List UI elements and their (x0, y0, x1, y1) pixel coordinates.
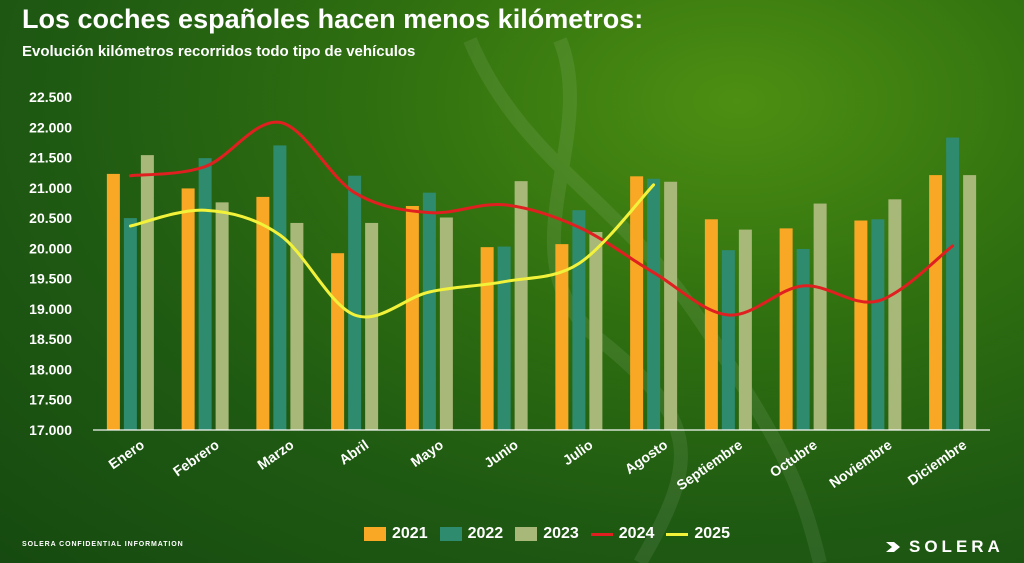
line-2025 (128, 183, 656, 319)
bar-2023-marzo (290, 222, 304, 430)
y-tick-label: 17.500 (29, 392, 72, 408)
bar-2021-agosto (630, 176, 644, 430)
x-tick-label: Marzo (254, 436, 296, 472)
bar-2022-noviembre (871, 219, 885, 430)
bar-2022-junio (497, 246, 511, 430)
y-tick-label: 19.500 (29, 271, 72, 287)
bar-2023-enero (140, 155, 154, 430)
bar-2022-julio (572, 210, 586, 430)
bar-2021-noviembre (854, 220, 868, 430)
legend-swatch (439, 527, 462, 541)
bar-2021-junio (480, 247, 494, 430)
legend-label: 2024 (618, 525, 655, 542)
bar-2022-diciembre (946, 137, 960, 430)
bar-2021-septiembre (704, 219, 718, 430)
bar-2023-julio (589, 232, 603, 430)
lines (128, 120, 955, 319)
y-tick-label: 22.500 (29, 89, 72, 105)
bar-2021-diciembre (929, 175, 943, 430)
bars (106, 137, 977, 430)
x-tick-label: Junio (481, 436, 521, 471)
chart-subtitle: Evolución kilómetros recorridos todo tip… (22, 43, 416, 60)
y-tick-label: 19.000 (29, 301, 72, 317)
x-tick-label: Julio (560, 436, 596, 468)
y-tick-label: 22.000 (29, 119, 72, 135)
legend-swatch (515, 527, 538, 541)
y-tick-label: 21.000 (29, 180, 72, 196)
y-tick-label: 20.500 (29, 210, 72, 226)
bar-2021-enero (106, 173, 120, 430)
y-tick-label: 21.500 (29, 150, 72, 166)
solera-logo: SOLERA (884, 537, 1004, 557)
bar-2022-enero (123, 218, 137, 430)
bar-2023-junio (514, 181, 528, 430)
legend-label: 2022 (467, 525, 504, 542)
chart-title: Los coches españoles hacen menos kilómet… (22, 4, 644, 34)
legend-item-2023: 2023 (515, 525, 579, 543)
bar-2022-abril (348, 175, 362, 430)
bar-2021-julio (555, 244, 569, 430)
logo-text: SOLERA (909, 537, 1004, 556)
bar-2023-mayo (439, 217, 453, 430)
bar-2022-septiembre (721, 250, 735, 430)
x-tick-label: Febrero (170, 436, 222, 479)
bar-2022-agosto (647, 178, 661, 430)
legend-item-2022: 2022 (439, 525, 504, 543)
legend-label: 2025 (694, 525, 730, 542)
bar-2023-octubre (813, 203, 827, 430)
x-tick-label: Mayo (408, 436, 447, 470)
legend-label: 2021 (392, 525, 428, 542)
bar-2022-febrero (198, 158, 212, 430)
line-2024 (128, 120, 955, 317)
legend-swatch (590, 532, 613, 536)
legend-item-2021: 2021 (364, 525, 428, 543)
x-tick-label: Noviembre (826, 436, 895, 491)
confidential-notice: SOLERA CONFIDENTIAL INFORMATION (22, 541, 184, 548)
bar-2022-octubre (796, 248, 810, 430)
bar-2023-septiembre (738, 229, 752, 430)
x-tick-label: Agosto (622, 436, 671, 477)
legend-swatch (666, 532, 689, 536)
x-tick-label: Diciembre (905, 436, 970, 488)
y-tick-label: 20.000 (29, 240, 72, 256)
bar-2022-marzo (273, 145, 287, 430)
bar-2021-mayo (405, 205, 419, 430)
bar-2022-mayo (422, 192, 436, 430)
bar-2023-noviembre (888, 199, 902, 430)
bar-2021-octubre (779, 228, 793, 430)
y-tick-label: 17.000 (29, 422, 72, 438)
legend-item-2024: 2024 (590, 525, 655, 543)
x-tick-label: Abril (336, 436, 371, 467)
y-tick-label: 18.500 (29, 331, 72, 347)
x-tick-label: Enero (105, 436, 147, 472)
x-axis: Enero Febrero Marzo Abril Mayo Junio Julio Agos… (93, 429, 990, 493)
bar-2021-marzo (256, 196, 270, 430)
y-tick-label: 18.000 (29, 361, 72, 377)
solera-logo-icon (886, 542, 900, 552)
bar-2023-agosto (664, 181, 678, 430)
bar-2023-febrero (215, 202, 229, 430)
legend-item-2025: 2025 (666, 525, 730, 543)
legend-swatch (364, 527, 386, 541)
legend: 2021 2022 2023 2024 2025 (364, 525, 730, 543)
y-axis: 17.000 17.500 18.000 18.500 19.000 19.500 20.0… (29, 89, 72, 438)
bar-2021-abril (331, 253, 345, 430)
bar-2021-febrero (181, 188, 195, 430)
bar-2023-abril (365, 222, 379, 430)
bar-2023-diciembre (963, 175, 977, 430)
legend-label: 2023 (543, 525, 579, 542)
